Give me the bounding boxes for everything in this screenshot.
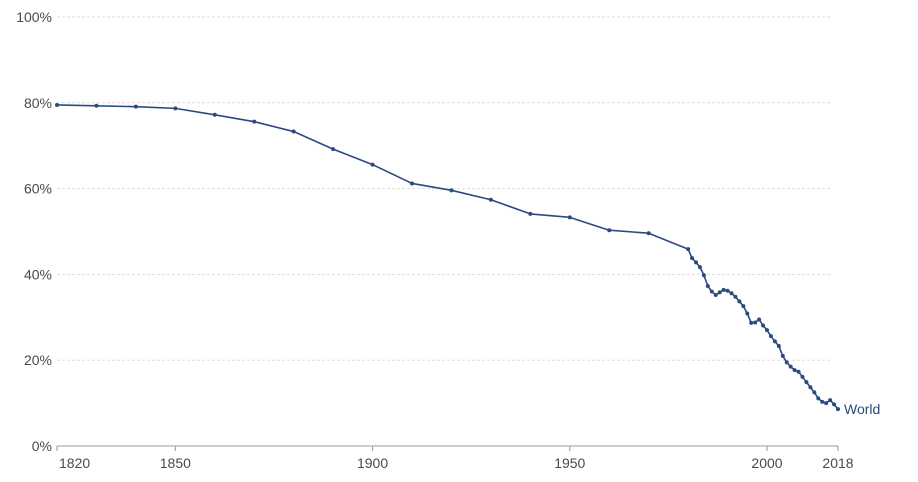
data-point [721, 287, 726, 292]
data-point [780, 353, 785, 358]
data-point [737, 299, 742, 304]
data-point [410, 181, 414, 186]
x-axis: 1820 1850 1900 1950 2000 2018 [56, 445, 854, 471]
series-label-world: World [844, 401, 880, 417]
data-point [761, 323, 766, 328]
x-tick-label: 2018 [822, 455, 853, 471]
data-point [686, 247, 691, 252]
data-point [607, 228, 612, 233]
y-tick-label: 100% [16, 9, 52, 25]
data-point [820, 399, 825, 404]
data-point [733, 294, 738, 299]
data-point [55, 102, 59, 107]
data-point [729, 291, 734, 296]
data-point [788, 364, 793, 369]
y-tick-label: 60% [24, 181, 52, 197]
data-point [772, 339, 777, 344]
data-point [753, 320, 758, 325]
y-tick-label: 40% [24, 266, 52, 282]
y-tick-label: 80% [24, 95, 52, 111]
data-point [741, 304, 746, 309]
data-point [800, 374, 805, 379]
data-point [816, 396, 821, 401]
series-world: World [55, 102, 880, 417]
data-point [567, 215, 572, 220]
x-tick-label: 1950 [554, 455, 585, 471]
data-point [749, 320, 754, 325]
data-point [94, 103, 99, 108]
data-point [488, 197, 493, 202]
data-point [709, 289, 714, 294]
data-point [690, 256, 695, 261]
data-point [765, 328, 769, 333]
data-point [697, 265, 702, 270]
data-point [745, 311, 750, 316]
data-point [528, 211, 533, 216]
data-point [725, 288, 730, 293]
data-point [252, 119, 257, 124]
series-line-world [56, 104, 839, 410]
data-point [694, 260, 698, 265]
data-point [646, 231, 651, 236]
data-point [370, 162, 375, 167]
data-point [808, 385, 813, 390]
data-point [792, 368, 797, 373]
data-point [824, 401, 829, 406]
data-point [133, 104, 138, 109]
data-point [757, 317, 762, 322]
data-point [836, 407, 840, 412]
x-tick-label: 1900 [357, 455, 388, 471]
data-point [796, 369, 801, 374]
x-tick-label: 2000 [751, 455, 782, 471]
x-tick-label: 1820 [59, 455, 90, 471]
data-point [713, 292, 718, 297]
data-point [768, 334, 773, 339]
data-point [705, 283, 710, 288]
data-point [804, 380, 809, 385]
x-tick-label: 1850 [160, 455, 191, 471]
data-point [832, 402, 837, 407]
data-point [212, 112, 217, 117]
data-point [784, 360, 789, 365]
data-point [812, 390, 817, 395]
y-axis-labels: 0% 20% 40% 60% 80% 100% [16, 9, 52, 454]
data-point [173, 106, 178, 111]
data-point [776, 344, 781, 349]
y-tick-label: 20% [24, 352, 52, 368]
data-point [717, 290, 722, 295]
data-point [291, 129, 296, 134]
data-point [449, 188, 454, 193]
data-point [701, 273, 706, 278]
data-point [828, 398, 833, 403]
y-tick-label: 0% [32, 438, 52, 454]
data-point [331, 147, 336, 152]
